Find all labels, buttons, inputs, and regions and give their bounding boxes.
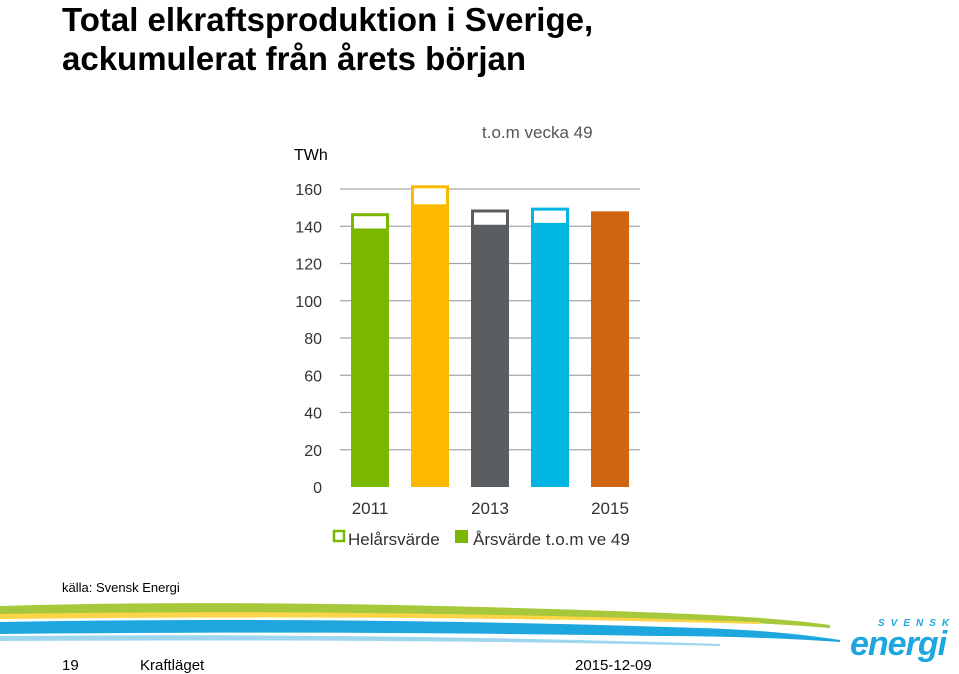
y-tick-label: 60: [304, 368, 322, 385]
legend-swatch-helarsvarde: [332, 529, 346, 543]
slide-title-line2: ackumulerat från årets början: [62, 40, 526, 77]
bar-ytd-2013: [471, 226, 509, 487]
source-note: källa: Svensk Energi: [62, 580, 180, 595]
swoosh-yellow: [0, 612, 760, 624]
y-tick-label: 140: [295, 219, 322, 236]
bar-ytd-2012: [411, 205, 449, 487]
bar-ytd-2015: [591, 211, 629, 487]
y-tick-label: 80: [304, 331, 322, 348]
y-tick-label: 40: [304, 406, 322, 423]
y-tick-label: 0: [313, 480, 322, 497]
y-tick-label: 120: [295, 257, 322, 274]
x-tick-label: 2011: [352, 499, 389, 518]
slide-title: Total elkraftsproduktion i Sverige, acku…: [62, 0, 593, 78]
footer-title: Kraftläget: [140, 657, 205, 674]
x-tick-label: 2015: [591, 499, 629, 518]
swoosh-blue: [0, 620, 840, 642]
y-tick-label: 20: [304, 443, 322, 460]
bar-fullyear-2012: [411, 185, 449, 208]
slide-title-line1: Total elkraftsproduktion i Sverige,: [62, 1, 594, 38]
bar-fullyear-2011: [351, 213, 389, 232]
y-tick-label: 100: [295, 294, 322, 311]
swoosh-lightblue: [0, 635, 720, 646]
legend-label-helarsvarde: Helårsvärde: [348, 530, 440, 549]
bar-ytd-2014: [531, 224, 569, 487]
bar-chart: TWh t.o.m vecka 49 0 20 40 60 80 100 120 140 160 20…: [294, 123, 640, 549]
y-tick-label: 160: [295, 182, 322, 199]
x-tick-label: 2013: [471, 499, 509, 518]
logo-text-top: SVENSK: [878, 618, 956, 629]
y-axis-label: TWh: [294, 147, 328, 164]
chart-annotation: t.o.m vecka 49: [482, 123, 593, 142]
legend-label-arsvarde: Årsvärde t.o.m ve 49: [473, 530, 630, 549]
bar-fullyear-2014: [531, 207, 569, 226]
svensk-energi-logo: SVENSK energi: [850, 618, 959, 664]
page-number: 19: [62, 657, 79, 674]
swoosh-green: [0, 603, 830, 628]
footer-date: 2015-12-09: [575, 657, 652, 674]
logo-text-main: energi: [850, 625, 947, 663]
bar-fullyear-2013: [471, 209, 509, 228]
bar-ytd-2011: [351, 229, 389, 487]
legend-swatch-arsvarde: [455, 530, 468, 543]
